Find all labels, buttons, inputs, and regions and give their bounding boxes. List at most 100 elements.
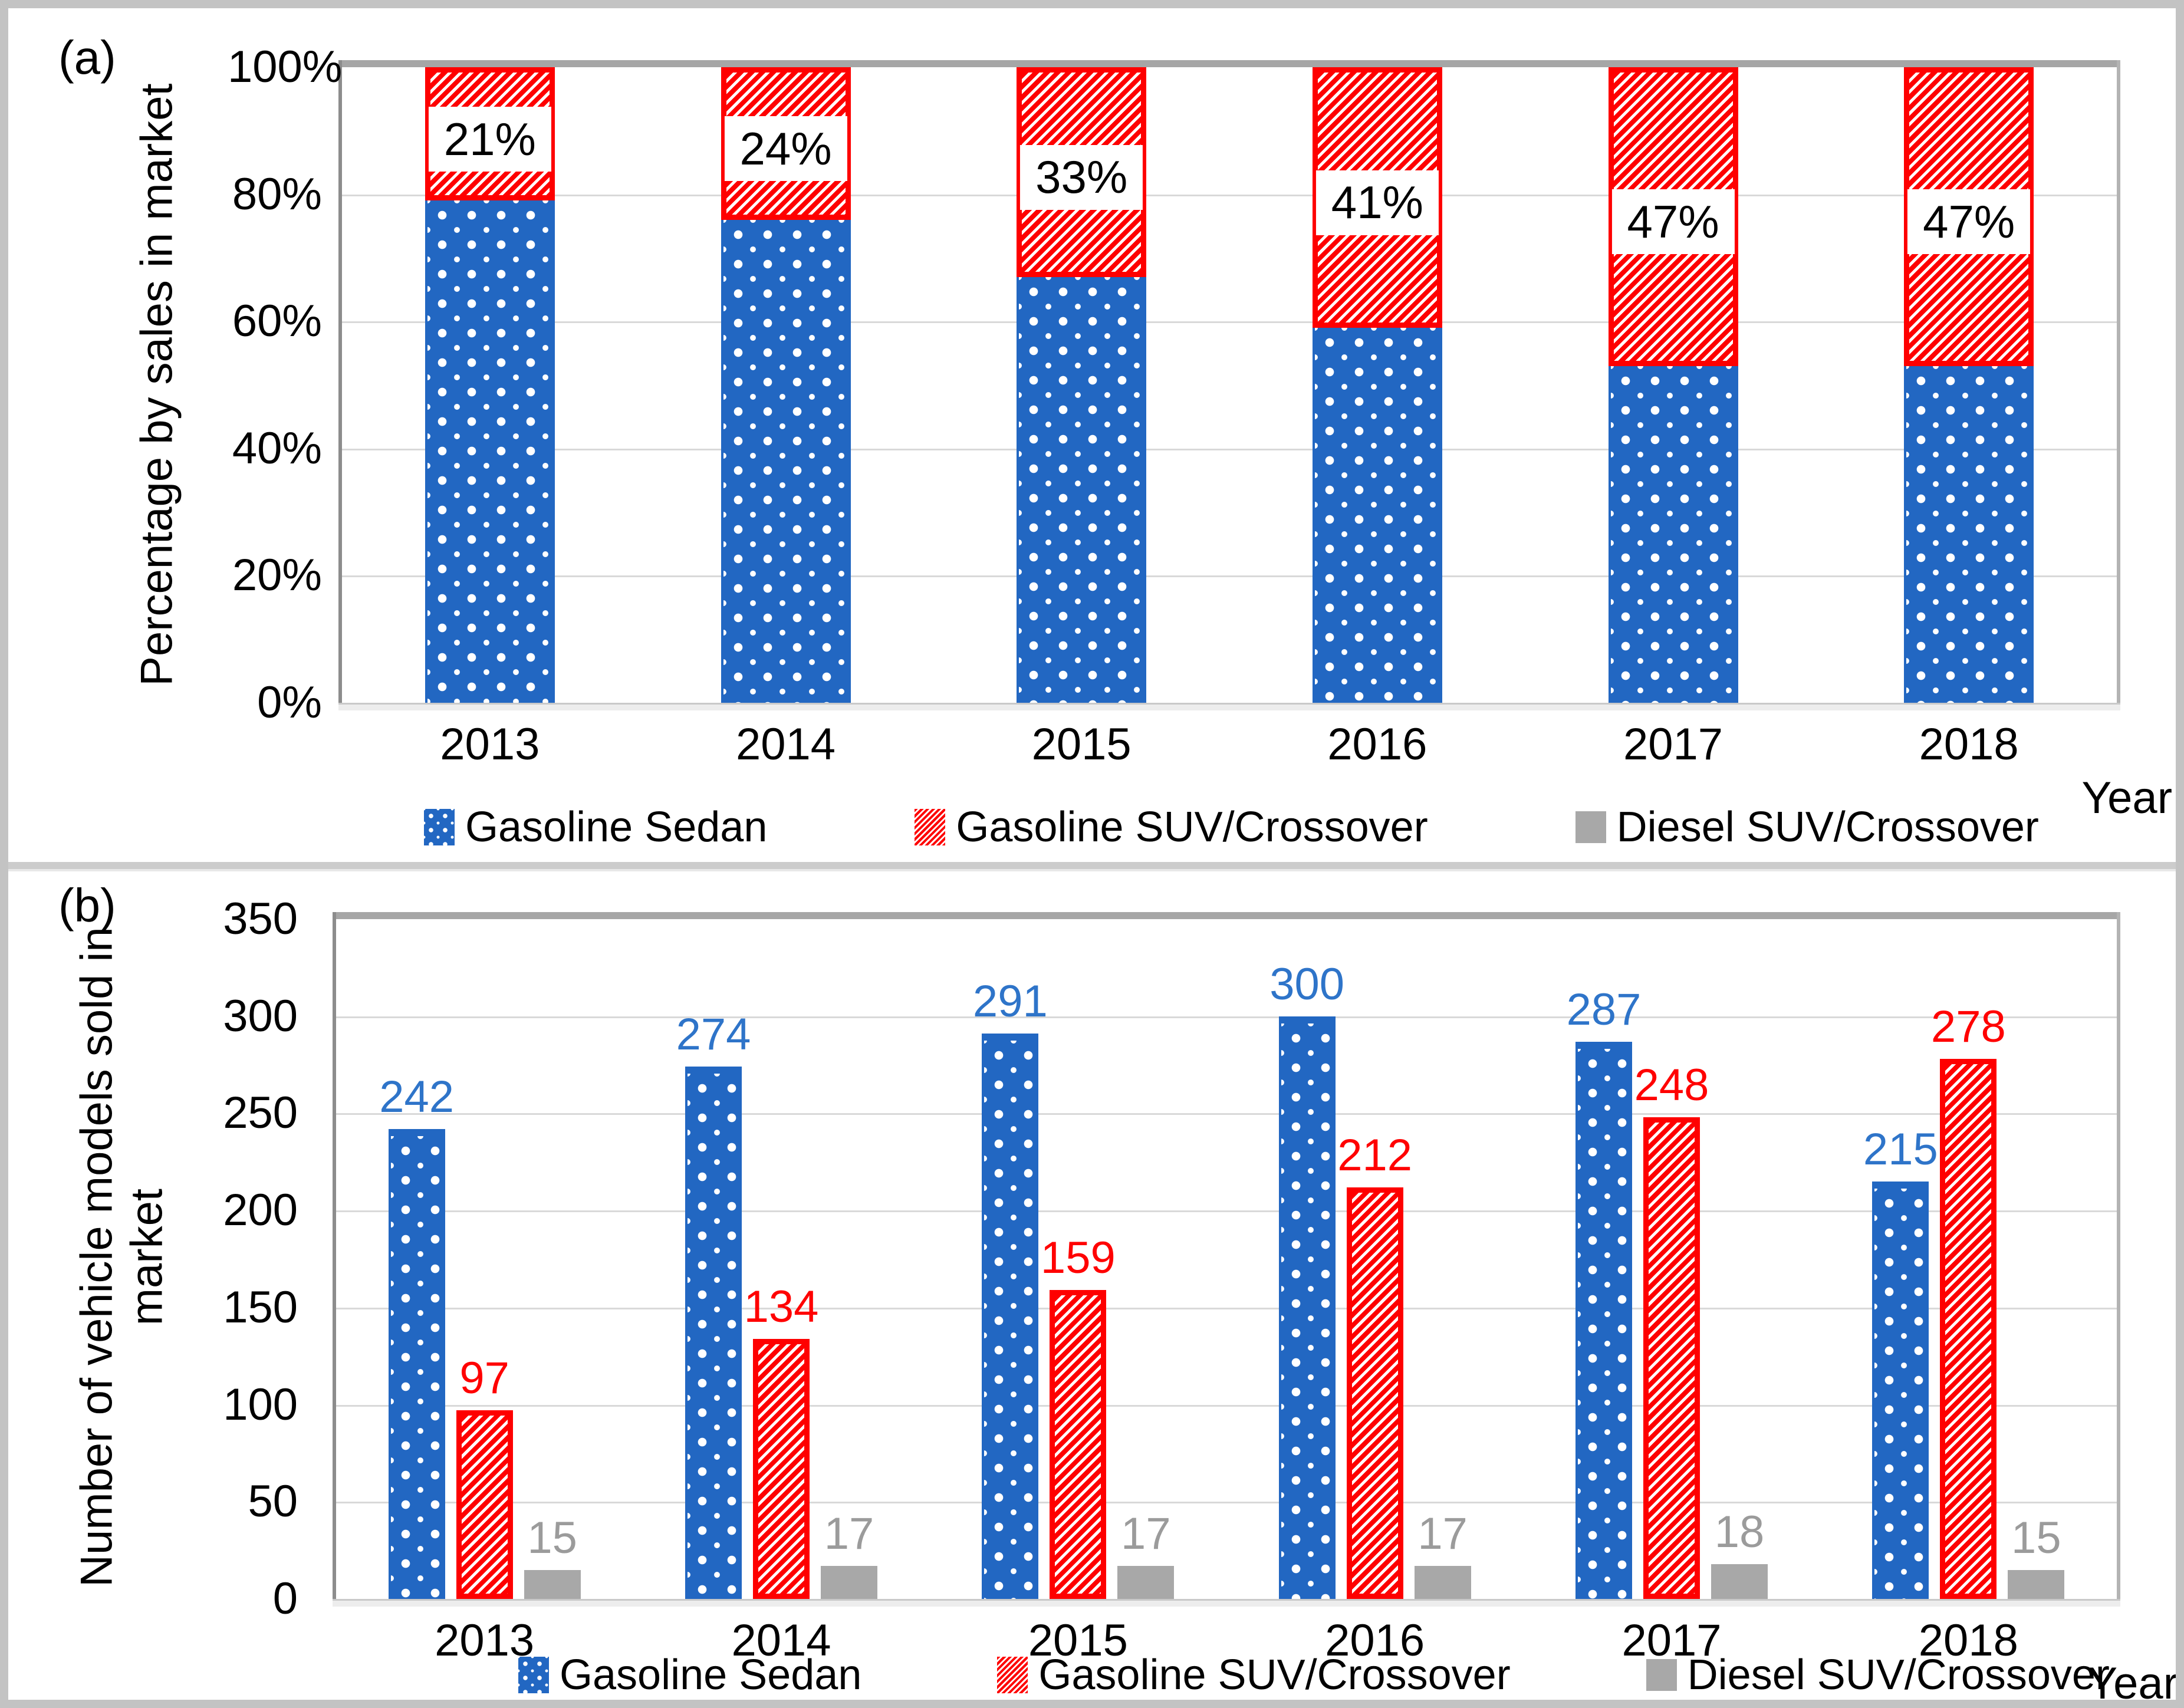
panel-a-x-tick: 2014 [735, 719, 836, 769]
panel-a-legend-item: Diesel SUV/Crossover [1575, 803, 2039, 851]
panel-a-y-tick: 0% [257, 677, 322, 728]
stacked-bar-data-label: 24% [724, 116, 847, 182]
stacked-bar-data-label: 47% [1907, 189, 2031, 255]
panel-b-y-axis-title: Number of vehicle models sold in market [71, 927, 172, 1587]
stacked-bar-gasoline-sedan [1017, 277, 1147, 703]
stacked-bar-data-label: 21% [428, 107, 551, 172]
panel-b-y-tick: 350 [223, 894, 298, 944]
grouped-bar-diesel-suv [1414, 1566, 1471, 1599]
grouped-bar-data-label: 291 [972, 976, 1048, 1027]
panel-b-x-axis-line [333, 1599, 2120, 1601]
grouped-bar-data-label: 287 [1566, 984, 1642, 1035]
panel-a-x-tick: 2017 [1623, 719, 1723, 769]
panel-a-gridline [342, 321, 2117, 324]
panel-a-x-tick: 2013 [440, 719, 540, 769]
panel-b-y-tick: 250 [223, 1088, 298, 1138]
panel-a-x-axis-shadow [338, 705, 2120, 710]
panel-b-y-tick: 150 [223, 1282, 298, 1332]
panel-a-legend-label: Gasoline Sedan [465, 804, 768, 851]
legend-swatch-hatch-icon [915, 809, 946, 845]
stacked-bar-gasoline-suv: 21% [425, 67, 555, 201]
panel-a-x-axis-line [338, 703, 2120, 705]
panel-divider [8, 862, 2176, 871]
grouped-bar-diesel-suv [821, 1566, 877, 1599]
panel-b-y-axis-line [333, 912, 336, 1606]
panel-b-gridline [336, 1113, 2117, 1115]
legend-swatch-gray-icon [1575, 811, 1606, 843]
stacked-bar-data-label: 33% [1020, 144, 1143, 210]
legend-swatch-dots-icon [518, 1657, 549, 1693]
grouped-bar-gasoline-sedan [388, 1128, 445, 1599]
grouped-bar-data-label: 17 [1121, 1508, 1171, 1559]
panel-b-legend-item: Gasoline Sedan [518, 1651, 861, 1699]
panel-b-axis-top-band [333, 912, 2120, 919]
grouped-bar-data-label: 15 [527, 1512, 577, 1563]
grouped-bar-data-label: 274 [676, 1009, 751, 1060]
panel-b-legend-label: Diesel SUV/Crossover [1687, 1651, 2110, 1699]
panel-a-plot-area: 21% 24% 33% 41% 47% 47% [342, 67, 2117, 703]
panel-a-x-tick: 2015 [1031, 719, 1132, 769]
grouped-bar-gasoline-suv [1940, 1059, 1997, 1599]
stacked-bar-gasoline-suv: 24% [721, 67, 851, 220]
grouped-bar-data-label: 278 [1930, 1002, 2006, 1052]
grouped-bar-data-label: 159 [1040, 1233, 1116, 1284]
grouped-bar-data-label: 17 [1417, 1508, 1468, 1559]
panel-a-x-axis-title: Year [2081, 773, 2172, 823]
panel-b-label: (b) [58, 879, 116, 932]
panel-a-right-border [2117, 60, 2120, 710]
grouped-bar-gasoline-sedan [982, 1034, 1039, 1599]
stacked-bar-gasoline-suv: 47% [1608, 67, 1738, 366]
panel-b-x-tick: 2015 [1028, 1615, 1128, 1666]
panel-b-y-tick: 50 [248, 1476, 298, 1527]
grouped-bar-diesel-suv [2008, 1569, 2065, 1599]
grouped-bar-data-label: 18 [1714, 1506, 1765, 1557]
panel-a-legend-label: Diesel SUV/Crossover [1616, 804, 2039, 851]
stacked-bar-gasoline-sedan [1608, 366, 1738, 703]
panel-b-y-tick: 100 [223, 1379, 298, 1430]
grouped-bar-data-label: 215 [1863, 1124, 1938, 1174]
grouped-bar-data-label: 15 [2011, 1512, 2061, 1563]
panel-b-x-axis-shadow [333, 1601, 2120, 1607]
grouped-bar-data-label: 17 [824, 1508, 874, 1559]
stacked-bar-gasoline-sedan [1904, 366, 2034, 703]
panel-b-legend-item: Diesel SUV/Crossover [1646, 1651, 2110, 1699]
panel-b-y-tick: 200 [223, 1185, 298, 1236]
grouped-bar-data-label: 97 [459, 1353, 509, 1404]
panel-b-y-tick: 0 [272, 1574, 298, 1624]
panel-a-legend-item: Gasoline Sedan [424, 803, 767, 851]
grouped-bar-gasoline-sedan [1872, 1181, 1929, 1599]
stacked-bar-data-label: 41% [1315, 170, 1439, 235]
panel-b-gridline [336, 1210, 2117, 1213]
stacked-bar-gasoline-sedan [721, 219, 851, 703]
grouped-bar-gasoline-suv [753, 1338, 810, 1599]
stacked-bar-gasoline-sedan [425, 200, 555, 703]
panel-a-y-tick: 60% [232, 296, 322, 347]
legend-swatch-hatch-icon [997, 1657, 1028, 1693]
panel-a-label: (a) [58, 31, 116, 84]
panel-b-gridline [336, 1307, 2117, 1309]
panel-b-x-tick: 2017 [1621, 1615, 1722, 1666]
panel-b-x-axis-title: Year [2087, 1658, 2178, 1708]
stacked-bar-gasoline-suv: 41% [1312, 67, 1442, 328]
panel-b-x-tick: 2014 [731, 1615, 831, 1666]
grouped-bar-gasoline-sedan [685, 1067, 742, 1599]
grouped-bar-gasoline-suv [1643, 1117, 1700, 1599]
panel-a-gridline [342, 194, 2117, 196]
panel-a-y-tick: 80% [232, 169, 322, 219]
panel-b-gridline [336, 1502, 2117, 1504]
panel-b-legend-item: Gasoline SUV/Crossover [997, 1651, 1511, 1699]
panel-a-y-axis-line [338, 60, 342, 710]
legend-swatch-gray-icon [1646, 1659, 1677, 1691]
grouped-bar-gasoline-suv [1346, 1187, 1403, 1599]
grouped-bar-gasoline-suv [456, 1410, 513, 1599]
grouped-bar-diesel-suv [524, 1569, 581, 1599]
panel-a-y-axis-title: Percentage by sales in market [131, 83, 182, 686]
panel-a-legend-label: Gasoline SUV/Crossover [956, 804, 1428, 851]
grouped-bar-gasoline-suv [1050, 1290, 1107, 1599]
panel-a-x-tick: 2018 [1919, 719, 2019, 769]
stacked-bar-gasoline-suv: 33% [1017, 67, 1147, 277]
grouped-bar-data-label: 212 [1337, 1130, 1413, 1180]
panel-b-gridline [336, 1404, 2117, 1407]
grouped-bar-data-label: 134 [744, 1281, 819, 1332]
grouped-bar-diesel-suv [1117, 1566, 1175, 1599]
